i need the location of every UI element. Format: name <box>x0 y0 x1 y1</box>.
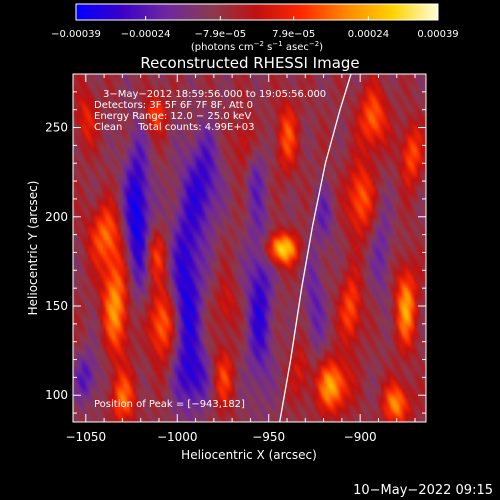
x-axis-title: Heliocentric X (arcsec) <box>181 448 317 462</box>
peak-position-label: Position of Peak = [−943,182] <box>94 399 245 410</box>
x-tick-labels: −1050 −1000 −950 −900 <box>66 430 377 444</box>
colorbar-unit-label: (photons cm−2 s−1 asec−2) <box>191 40 323 53</box>
axis-ticks <box>73 73 426 422</box>
colorbar-ticks <box>75 16 439 20</box>
x-tick-label: −1050 <box>66 430 107 444</box>
info-line-clean: Clean Total counts: 4.99E+03 <box>94 122 254 133</box>
solar-limb-curve <box>279 74 352 422</box>
colorbar-tick-labels: −0.00039 −0.00024 −7.9e−05 7.9e−05 0.00024 0.… <box>51 29 459 40</box>
colorbar-tick-label: 7.9e−05 <box>272 29 315 40</box>
y-tick-label: 250 <box>45 121 68 135</box>
y-tick-label: 200 <box>45 210 68 224</box>
colorbar-tick-label: 0.00024 <box>348 29 389 40</box>
colorbar-tick-label: 0.00039 <box>417 29 458 40</box>
plot-frame <box>72 73 427 423</box>
info-line-energy: Energy Range: 12.0 − 25.0 keV <box>94 111 251 122</box>
y-axis-title: Heliocentric Y (arcsec) <box>26 181 40 316</box>
y-tick-label: 150 <box>45 299 68 313</box>
plot-title: Reconstructed RHESSI Image <box>140 54 359 72</box>
x-tick-label: −1000 <box>157 430 198 444</box>
colorbar-tick-label: −0.00039 <box>51 29 101 40</box>
info-annotations: 3−May−2012 18:59:56.000 to 19:05:56.000 … <box>94 89 326 410</box>
image-area <box>73 74 426 422</box>
heatmap-image <box>73 74 426 422</box>
x-tick-label: −950 <box>252 430 285 444</box>
y-tick-label: 100 <box>45 388 68 402</box>
colorbar-tick-label: −0.00024 <box>121 29 171 40</box>
colorbar-tick-label: −7.9e−05 <box>195 29 247 40</box>
x-tick-label: −900 <box>344 430 377 444</box>
colorbar: −0.00039 −0.00024 −7.9e−05 7.9e−05 0.00024 0.… <box>51 3 459 53</box>
colorbar-gradient <box>75 3 439 21</box>
info-line-time: 3−May−2012 18:59:56.000 to 19:05:56.000 <box>103 89 326 100</box>
y-tick-labels: 100 150 200 250 <box>45 121 68 403</box>
info-line-detectors: Detectors: 3F 5F 6F 7F 8F, Att 0 <box>94 100 253 111</box>
footer-timestamp: 10−May−2022 09:15 <box>353 483 493 498</box>
